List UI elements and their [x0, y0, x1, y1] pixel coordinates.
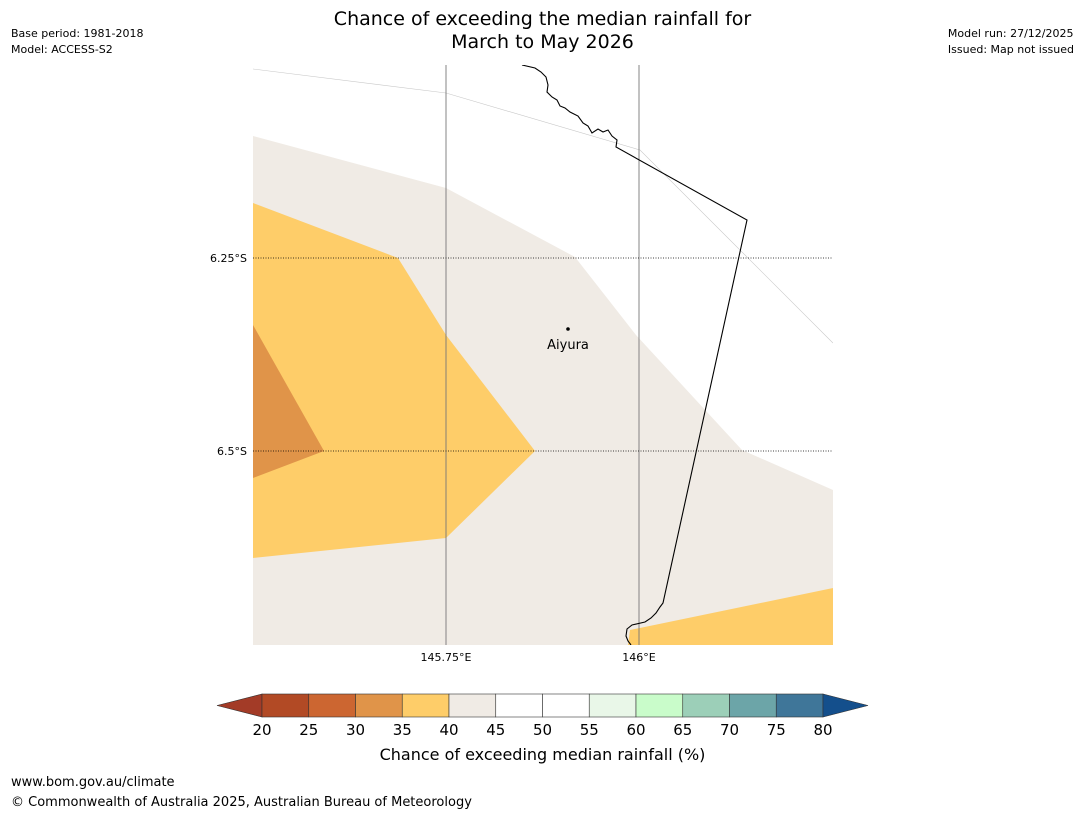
colorbar-tick-label: 75: [767, 721, 786, 739]
footer-url: www.bom.gov.au/climate: [11, 775, 175, 790]
region-yellow-southeast: [628, 588, 833, 645]
colorbar-extend-high: [822, 693, 869, 718]
colorbar-swatch: [308, 693, 356, 718]
colorbar-swatch: [729, 693, 777, 718]
colorbar-tick-label: 35: [393, 721, 412, 739]
colorbar-title: Chance of exceeding median rainfall (%): [379, 745, 706, 764]
colorbar-swatch: [635, 693, 684, 718]
colorbar-swatch: [542, 693, 590, 718]
colorbar-tick-label: 70: [720, 721, 739, 739]
region-yellow-west: [253, 203, 535, 558]
colorbar-extend-low: [216, 693, 263, 718]
colorbar-tick-label: 40: [439, 721, 458, 739]
map-title: Chance of exceeding the median rainfall …: [0, 8, 1085, 54]
meta-left: Base period: 1981-2018 Model: ACCESS-S2: [11, 26, 143, 58]
colorbar-tick-label: 30: [346, 721, 365, 739]
colorbar-tick-label: 25: [299, 721, 318, 739]
lat-label-6-5: 6.5°S: [217, 445, 247, 458]
colorbar-swatch: [495, 693, 543, 718]
colorbar-swatch: [401, 693, 450, 718]
model-run-text: Model run: 27/12/2025: [947, 27, 1074, 40]
colorbar-tick-label: 55: [580, 721, 599, 739]
colorbar-tick-label: 60: [626, 721, 645, 739]
colorbar-tick-label: 45: [486, 721, 505, 739]
border-line: [521, 65, 748, 645]
region-orange: [253, 325, 324, 478]
base-period-text: Base period: 1981-2018: [11, 27, 144, 40]
colorbar-tick-label: 65: [673, 721, 692, 739]
meta-right: Model run: 27/12/2025 Issued: Map not is…: [948, 26, 1074, 58]
colorbar-swatch: [448, 693, 497, 718]
aiyura-label: Aiyura: [547, 338, 589, 353]
colorbar-tick-label: 20: [252, 721, 271, 739]
lon-label-145-75: 145.75°E: [421, 651, 472, 664]
model-text: Model: ACCESS-S2: [11, 43, 113, 56]
lat-label-6-25: 6.25°S: [210, 252, 247, 265]
colorbar-swatch: [588, 693, 637, 718]
map-title-line1: Chance of exceeding the median rainfall …: [333, 8, 752, 30]
issued-text: Issued: Map not issued: [947, 43, 1074, 56]
colorbar: 20 25 30 35 40 45 50 55 60 65 70 75 80: [216, 693, 869, 739]
aiyura-marker: [566, 327, 570, 331]
admin-boundary-line: [253, 68, 833, 344]
map-area: [253, 65, 833, 645]
footer-copyright: © Commonwealth of Australia 2025, Austra…: [11, 795, 472, 810]
lon-label-146: 146°E: [622, 651, 655, 664]
colorbar-swatch: [261, 693, 310, 718]
colorbar-swatch: [775, 693, 824, 718]
colorbar-swatch: [682, 693, 730, 718]
colorbar-tick-label: 50: [533, 721, 552, 739]
map-title-line2: March to May 2026: [451, 31, 634, 53]
colorbar-swatch: [355, 693, 403, 718]
colorbar-tick-label: 80: [813, 721, 832, 739]
